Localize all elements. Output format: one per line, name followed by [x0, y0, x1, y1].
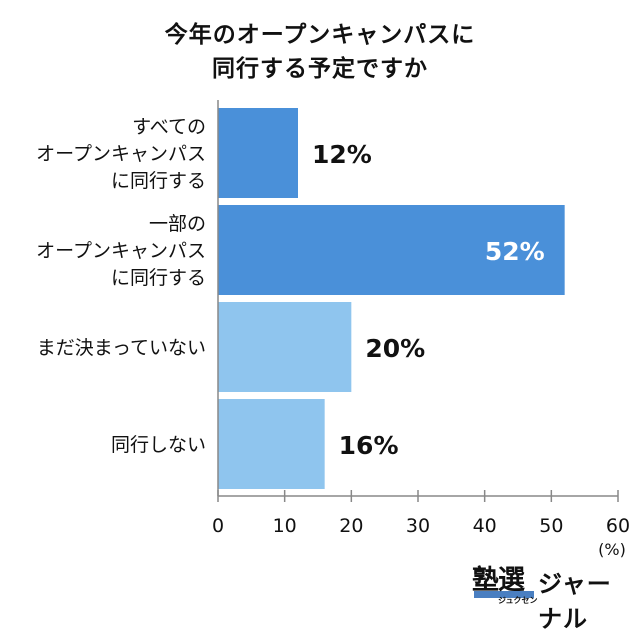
x-tick-label-0: 0 [212, 515, 224, 537]
category-label-1-1: オープンキャンパス [36, 240, 206, 262]
x-tick-label-3: 30 [406, 515, 430, 537]
bar-chart: 12%すべてのオープンキャンパスに同行する52%一部のオープンキャンパスに同行す… [36, 100, 630, 559]
logo-kanji: 塾選 [472, 565, 525, 596]
logo-accent-bar [474, 591, 534, 598]
chart-title: 今年のオープンキャンパスに 同行する予定ですか [0, 18, 640, 86]
x-tick-label-1: 10 [273, 515, 297, 537]
logo-journal: ジャーナル [538, 570, 612, 633]
unit-label: (%) [598, 540, 626, 559]
category-label-1-2: に同行する [111, 267, 206, 289]
x-tick-label-6: 60 [606, 515, 630, 537]
category-label-0-1: オープンキャンパス [36, 143, 206, 165]
category-label-1-0: 一部の [149, 213, 206, 235]
category-label-0-2: に同行する [111, 170, 206, 192]
x-tick-label-5: 50 [539, 515, 563, 537]
logo-sub: ジュクセン [498, 596, 538, 605]
category-label-0-0: すべての [132, 116, 206, 138]
bar-0 [218, 108, 298, 198]
chart-title-line-2: 同行する予定ですか [212, 56, 428, 82]
chart-title-line-1: 今年のオープンキャンパスに [164, 22, 476, 48]
category-label-2-0: まだ決まっていない [37, 337, 206, 359]
value-label-1: 52% [485, 237, 545, 266]
x-tick-label-2: 20 [339, 515, 363, 537]
category-label-3-0: 同行しない [111, 434, 206, 456]
value-label-3: 16% [339, 431, 399, 460]
bar-2 [218, 302, 352, 392]
bar-1 [218, 205, 565, 295]
value-label-0: 12% [312, 140, 372, 169]
brand-logo: 塾選 ジュクセン ジャーナル [472, 558, 632, 633]
bar-3 [218, 399, 325, 489]
value-label-2: 20% [365, 334, 425, 363]
x-tick-label-4: 40 [473, 515, 497, 537]
